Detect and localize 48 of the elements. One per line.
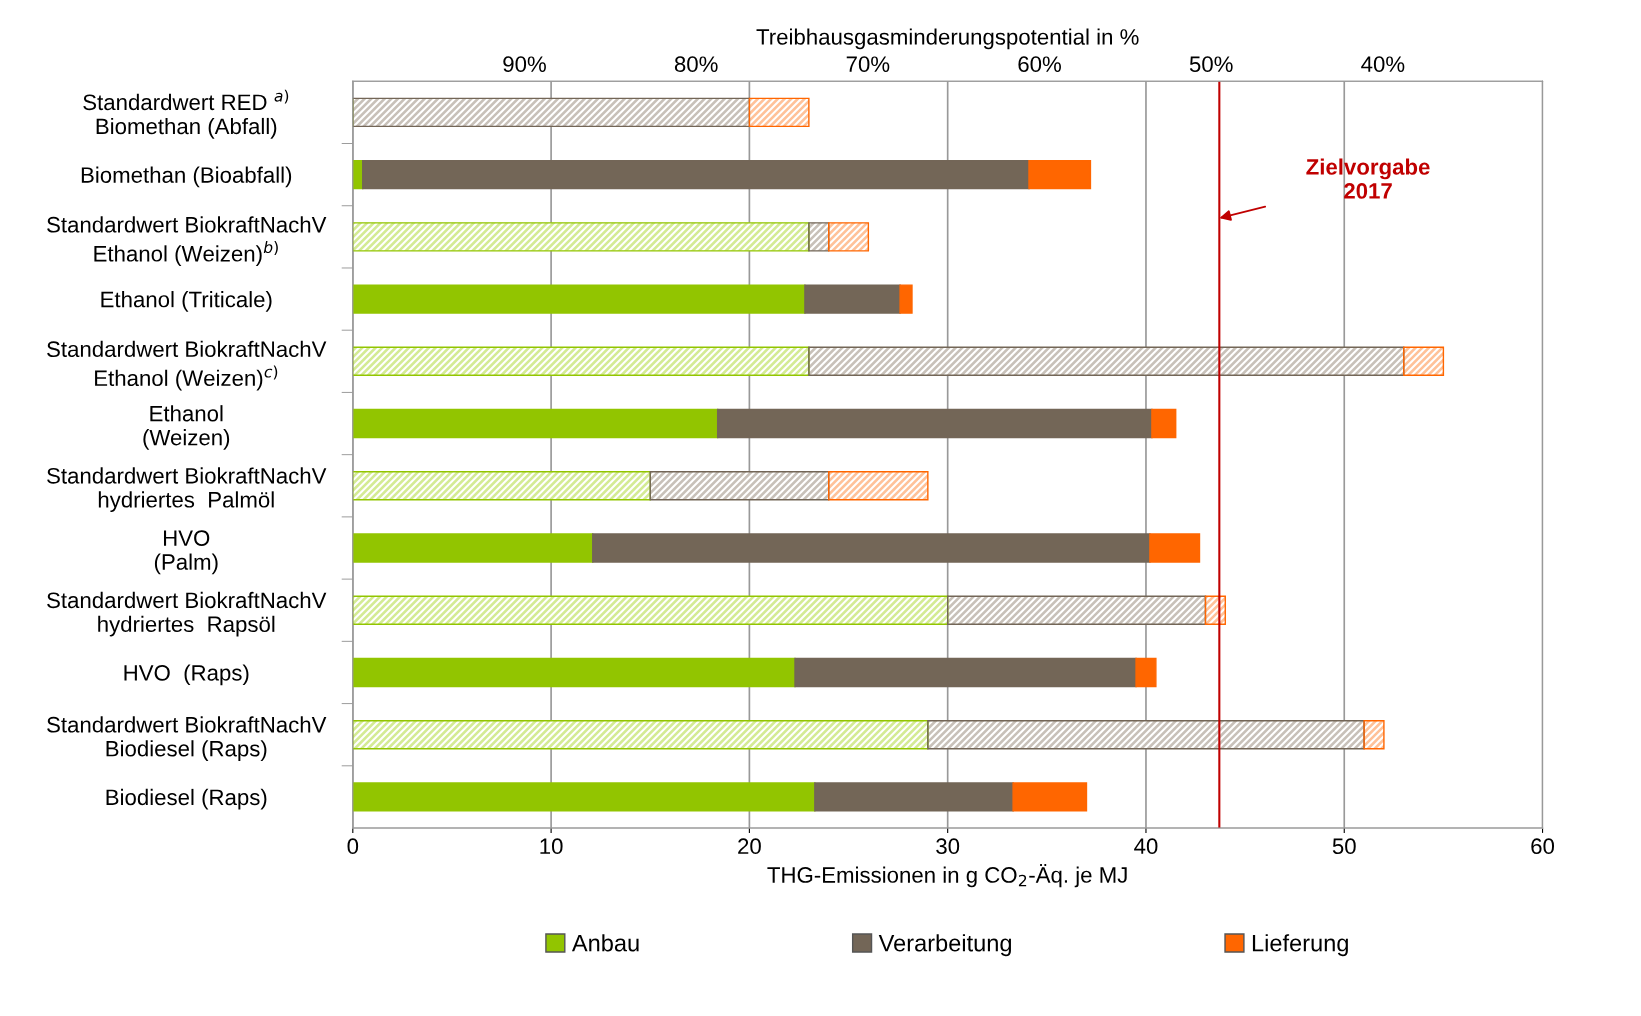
y-tick-label: Standardwert BiokraftNachV hydriertes Palmöl [47, 467, 327, 513]
y-tick-label: Standardwert RED $^{a)}$ Biomethan (Abfall) [83, 89, 289, 139]
bar [352, 533, 594, 563]
x2-tick-label: 40% [1361, 56, 1405, 73]
bar [1135, 657, 1157, 688]
bar [716, 408, 1153, 439]
y-tick-label: Standardwert BiokraftNachV Biodiesel (Raps) [47, 716, 327, 761]
bar [352, 657, 796, 688]
legend-label: Verarbeitung [878, 934, 1012, 957]
bar [899, 284, 913, 314]
bar [794, 657, 1137, 688]
y-tick-label: Ethanol (Triticale) [101, 291, 272, 312]
x-tick-label: 50 [1332, 838, 1356, 855]
x2-tick-label: 70% [846, 56, 890, 73]
x-tick-label: 20 [738, 838, 761, 855]
y-tick-label: Ethanol (Weizen) [143, 405, 230, 450]
bar [1012, 782, 1088, 812]
x2-axis-title: Treibhausgasminderungspotential in % [756, 28, 1139, 50]
legend-label: Anbau [571, 934, 639, 952]
x-tick-label: 40 [1134, 838, 1158, 855]
bar [352, 284, 806, 314]
x2-tick-label: 80% [674, 56, 718, 73]
bar [814, 782, 1014, 812]
x2-tick-label: 60% [1018, 56, 1061, 73]
bar [592, 533, 1151, 563]
y-tick-label: Standardwert BiokraftNachV Ethanol (Weizen)$^{c)}$ [47, 340, 327, 391]
x2-tick-label: 50% [1189, 56, 1233, 73]
ref-line-label: Zielvorgabe 2017 [1306, 158, 1430, 199]
bar [362, 159, 1030, 190]
bar [352, 408, 719, 439]
y-tick-label: Biomethan (Bioabfall) [81, 166, 292, 188]
bar [352, 782, 816, 812]
y-tick-label: Standardwert BiokraftNachV Ethanol (Weizen)$^{b)}$ [47, 216, 327, 267]
bar [1149, 533, 1201, 563]
x-axis-title: THG-Emissionen in g CO$_{2}$-Äq. je MJ [767, 864, 1127, 888]
y-tick-label: HVO (Palm) [154, 530, 218, 575]
y-tick-label: Biodiesel (Raps) [106, 788, 267, 810]
bar [1151, 408, 1177, 439]
x-tick-label: 10 [540, 838, 563, 855]
bar [804, 284, 901, 314]
y-tick-label: Standardwert BiokraftNachV hydriertes Rapsöl [47, 591, 327, 637]
bar [1028, 159, 1092, 190]
x-tick-label: 30 [936, 838, 960, 855]
x-tick-label: 0 [347, 838, 359, 855]
y-tick-label: HVO (Raps) [124, 664, 249, 686]
legend-label: Lieferung [1252, 934, 1348, 957]
x2-tick-label: 90% [503, 56, 546, 73]
x-tick-label: 60 [1531, 838, 1555, 855]
